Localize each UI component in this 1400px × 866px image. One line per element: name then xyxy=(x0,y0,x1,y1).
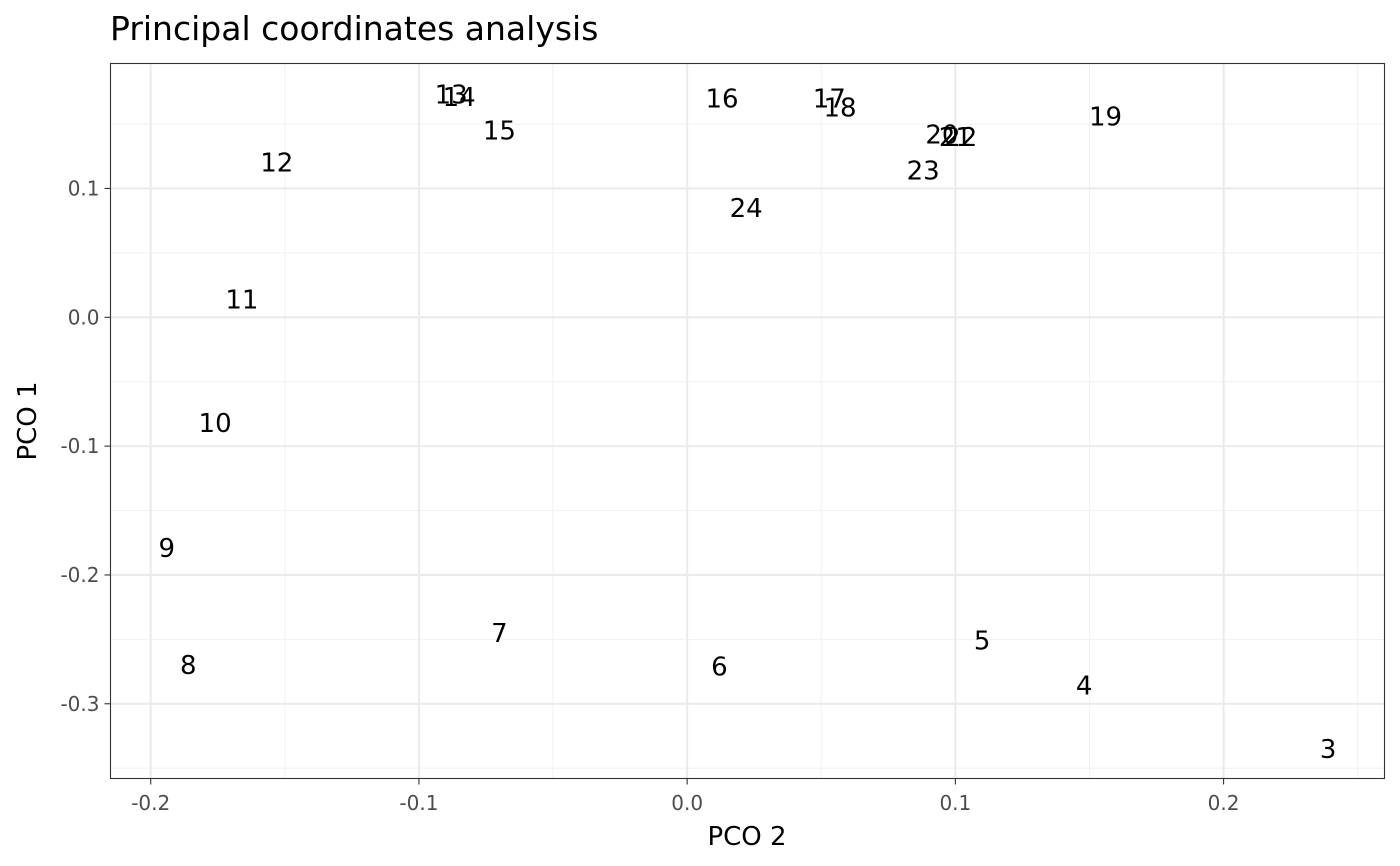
point-label-8: 8 xyxy=(180,651,197,681)
point-label-10: 10 xyxy=(199,409,232,439)
x-tick-label: 0.2 xyxy=(1208,791,1240,815)
x-axis: -0.2 -0.1 0.0 0.1 0.2 xyxy=(131,778,1240,815)
point-label-4: 4 xyxy=(1076,672,1093,702)
point-label-6: 6 xyxy=(711,652,728,682)
point-label-18: 18 xyxy=(823,93,856,123)
y-axis-title: PCO 1 xyxy=(13,381,43,460)
point-label-13: 13 xyxy=(435,80,468,110)
point-label-23: 23 xyxy=(907,156,940,186)
y-tick-label: -0.3 xyxy=(60,692,99,716)
y-tick-label: 0.1 xyxy=(68,176,100,200)
point-label-11: 11 xyxy=(225,285,258,315)
point-label-7: 7 xyxy=(491,619,508,649)
y-axis: 0.1 0.0 -0.1 -0.2 -0.3 xyxy=(60,176,111,716)
x-tick-label: 0.1 xyxy=(939,791,971,815)
point-label-14: 14 xyxy=(443,83,476,113)
x-axis-title: PCO 2 xyxy=(707,822,786,852)
point-label-19: 19 xyxy=(1089,102,1122,132)
plot-panel-border xyxy=(109,62,1386,780)
point-label-16: 16 xyxy=(705,84,738,114)
x-tick-label: -0.2 xyxy=(131,791,170,815)
x-tick-label: -0.1 xyxy=(399,791,438,815)
gridlines xyxy=(110,63,1385,779)
point-label-12: 12 xyxy=(260,149,293,179)
point-label-21: 21 xyxy=(939,123,972,153)
point-label-17: 17 xyxy=(813,84,846,114)
y-tick-label: -0.2 xyxy=(60,563,99,587)
y-tick-label: -0.1 xyxy=(60,434,99,458)
y-tick-label: 0.0 xyxy=(68,305,100,329)
point-label-9: 9 xyxy=(159,534,176,564)
point-label-5: 5 xyxy=(974,627,991,657)
point-label-20: 20 xyxy=(925,120,958,150)
chart-title: Principal coordinates analysis xyxy=(110,9,598,48)
x-tick-label: 0.0 xyxy=(671,791,703,815)
point-label-22: 22 xyxy=(944,123,977,153)
point-label-24: 24 xyxy=(730,194,763,224)
point-label-3: 3 xyxy=(1320,735,1337,765)
point-label-15: 15 xyxy=(483,116,516,146)
